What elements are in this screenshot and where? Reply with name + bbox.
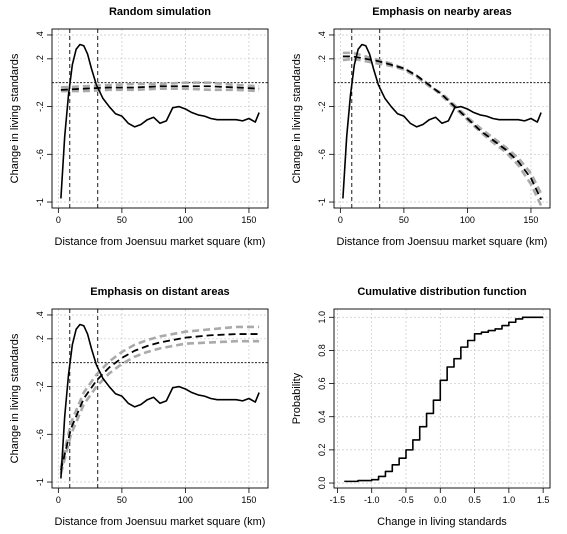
x-tick-label: 0.0 [434, 495, 447, 505]
y-tick-label: 0.6 [317, 377, 327, 390]
x-tick-label: 150 [241, 215, 256, 225]
x-axis-label: Distance from Joensuu market square (km) [55, 516, 266, 528]
plot-frame [51, 28, 269, 209]
series-line-4 [60, 87, 260, 93]
y-tick-label: -1 [317, 198, 327, 206]
y-axis-label: Change in living standards [9, 333, 21, 463]
y-tick-label: .4 [317, 31, 327, 39]
chart-title: Random simulation [109, 6, 211, 18]
panel-2: Emphasis on nearby areas 0 50 100 150 -1 -.6 -.… [291, 6, 551, 248]
series-line-3 [59, 325, 260, 468]
y-axis-label: Probability [291, 372, 303, 424]
panel-4: Cumulative distribution function -1.5 -1.0… [291, 286, 551, 528]
x-tick-label: 0 [56, 495, 61, 505]
y-tick-label: -1 [35, 198, 45, 206]
series-line-2 [342, 55, 542, 201]
panel-3: Emphasis on distant areas 0 50 100 150 -1 -.6 -… [9, 286, 269, 528]
y-tick-label: .4 [35, 311, 45, 319]
plot-frame [333, 28, 551, 209]
x-tick-label: 0 [338, 215, 343, 225]
x-tick-label: -1.5 [330, 495, 346, 505]
chart-title: Emphasis on distant areas [90, 286, 229, 298]
series-line-4 [59, 339, 260, 475]
y-tick-label: 0.8 [317, 344, 327, 357]
plot-frame [333, 308, 551, 489]
chart-title: Cumulative distribution function [357, 286, 527, 298]
x-tick-label: 100 [178, 215, 193, 225]
series-line-1 [344, 316, 544, 483]
x-tick-label: 1.5 [537, 495, 550, 505]
series-line-1 [342, 43, 542, 199]
y-tick-label: .2 [35, 55, 45, 63]
plot-frame [51, 308, 269, 489]
x-tick-label: 0.5 [468, 495, 481, 505]
y-tick-label: -.6 [35, 429, 45, 440]
y-tick-label: -.6 [317, 149, 327, 160]
x-tick-label: 1.0 [503, 495, 516, 505]
x-tick-label: 150 [523, 215, 538, 225]
y-axis-label: Change in living standards [291, 53, 303, 183]
x-tick-label: -1.0 [364, 495, 380, 505]
y-axis-label: Change in living standards [9, 53, 21, 183]
x-axis-label: Distance from Joensuu market square (km) [55, 236, 266, 248]
x-tick-label: -0.5 [398, 495, 414, 505]
y-tick-label: -.2 [317, 101, 327, 112]
chart-title: Emphasis on nearby areas [372, 6, 511, 18]
y-tick-label: -.2 [35, 101, 45, 112]
y-tick-label: 0.4 [317, 410, 327, 423]
series-line-2 [60, 85, 260, 91]
y-tick-label: 0.0 [317, 477, 327, 490]
series-line-3 [60, 81, 260, 89]
x-tick-label: 50 [117, 215, 127, 225]
panel-1: Random simulation 0 50 100 150 -1 -.6 -.2 .2 .4 Di… [9, 6, 269, 248]
x-tick-label: 150 [241, 495, 256, 505]
y-tick-label: .2 [35, 335, 45, 343]
x-tick-label: 100 [460, 215, 475, 225]
x-tick-label: 50 [117, 495, 127, 505]
series-line-1 [60, 43, 260, 199]
y-tick-label: -1 [35, 478, 45, 486]
series-line-3 [342, 51, 543, 207]
y-tick-label: .2 [317, 55, 327, 63]
y-tick-label: 1.0 [317, 311, 327, 324]
x-tick-label: 50 [399, 215, 409, 225]
x-tick-label: 100 [178, 495, 193, 505]
y-tick-label: -.2 [35, 381, 45, 392]
y-tick-label: .4 [35, 31, 45, 39]
series-line-2 [60, 333, 260, 471]
series-line-1 [60, 323, 260, 479]
y-tick-label: 0.2 [317, 444, 327, 457]
x-axis-label: Distance from Joensuu market square (km) [337, 236, 548, 248]
x-axis-label: Change in living standards [377, 516, 507, 528]
y-tick-label: -.6 [35, 149, 45, 160]
x-tick-label: 0 [56, 215, 61, 225]
series-line-4 [342, 57, 543, 195]
